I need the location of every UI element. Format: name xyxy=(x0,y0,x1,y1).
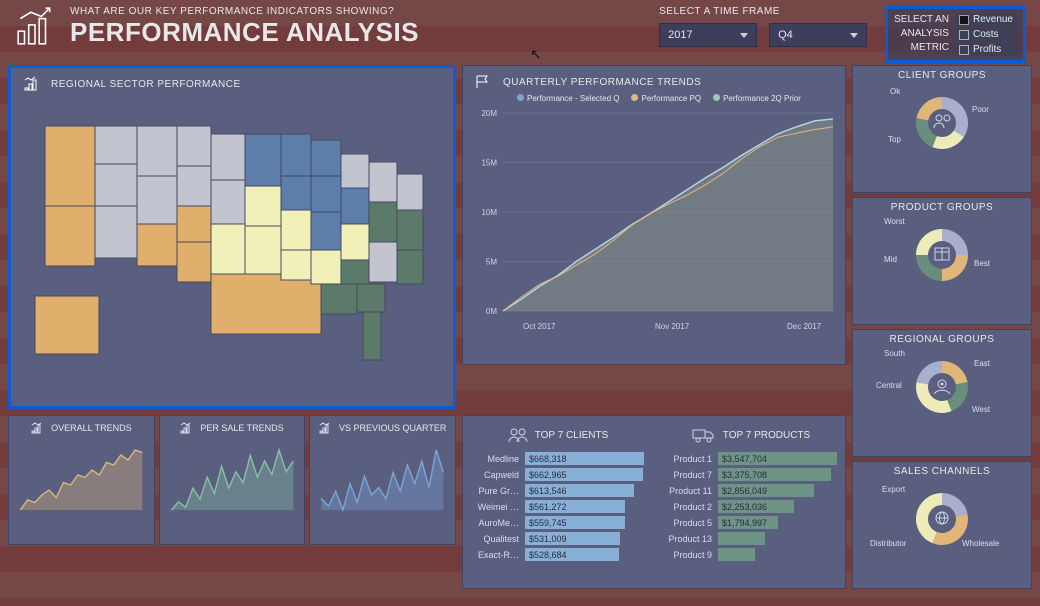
flag-icon xyxy=(475,74,495,90)
bar-row[interactable]: Product 11$2,856,049 xyxy=(664,484,837,497)
chevron-down-icon xyxy=(740,33,748,38)
timeframe-label: SELECT A TIME FRAME xyxy=(659,6,867,17)
bar-row[interactable]: Pure Gr…$613,546 xyxy=(471,484,644,497)
svg-text:Dec 2017: Dec 2017 xyxy=(787,322,822,331)
chevron-down-icon xyxy=(850,33,858,38)
swatch xyxy=(959,30,969,40)
year-select[interactable]: 2017 xyxy=(659,23,757,47)
chart-title: QUARTERLY PERFORMANCE TRENDS xyxy=(503,77,701,88)
metric-costs[interactable]: Costs xyxy=(955,28,1017,41)
mouse-cursor: ↖ xyxy=(530,46,542,63)
donut-sales-channels[interactable]: SALES CHANNELSExportDistributorWholesale xyxy=(852,461,1032,589)
truck-icon xyxy=(691,426,717,444)
bar-row[interactable]: Product 7$3,375,708 xyxy=(664,468,837,481)
mini-per-sale-trends[interactable]: PER SALE TRENDS xyxy=(159,415,306,545)
bar-row[interactable]: Product 9 xyxy=(664,548,837,561)
svg-text:Nov 2017: Nov 2017 xyxy=(655,322,690,331)
timeframe-block: SELECT A TIME FRAME 2017 Q4 xyxy=(659,6,867,47)
header-title: PERFORMANCE ANALYSIS xyxy=(70,17,419,48)
metric-revenue[interactable]: Revenue xyxy=(955,13,1017,26)
clients-icon xyxy=(507,426,529,444)
swatch xyxy=(959,45,969,55)
bar-row[interactable]: Product 2$2,253,036 xyxy=(664,500,837,513)
line-chart[interactable]: 0M 5M 10M 15M 20M Oct 2017 Nov 2017 Dec 2017 xyxy=(463,107,843,337)
swatch xyxy=(959,15,969,25)
bar-row[interactable]: Medline$668,318 xyxy=(471,452,644,465)
bar-row[interactable]: Qualitest$531,009 xyxy=(471,532,644,545)
bar-row[interactable]: Product 5$1,794,997 xyxy=(664,516,837,529)
metric-profits[interactable]: Profits xyxy=(955,43,1017,56)
quarterly-chart-panel: QUARTERLY PERFORMANCE TRENDS Performance… xyxy=(462,65,846,365)
top7-panel: TOP 7 CLIENTS Medline$668,318 Capweld$662… xyxy=(462,415,846,589)
donut-product-groups[interactable]: PRODUCT GROUPSWorstMidBest xyxy=(852,197,1032,325)
top-products-title: TOP 7 PRODUCTS xyxy=(723,430,810,441)
svg-text:0M: 0M xyxy=(486,307,497,316)
chart-icon xyxy=(23,76,43,92)
bar-row[interactable]: Product 13 xyxy=(664,532,837,545)
mini-overall-trends[interactable]: OVERALL TRENDS xyxy=(8,415,155,545)
top-clients-title: TOP 7 CLIENTS xyxy=(535,430,609,441)
donut-client-groups[interactable]: CLIENT GROUPSOkPoorTop xyxy=(852,65,1032,193)
regional-map-panel: REGIONAL SECTOR PERFORMANCE xyxy=(8,65,456,409)
bar-row[interactable]: Exact-R…$528,684 xyxy=(471,548,644,561)
map-title: REGIONAL SECTOR PERFORMANCE xyxy=(51,79,241,90)
bar-row[interactable]: Capweld$662,965 xyxy=(471,468,644,481)
svg-text:Oct 2017: Oct 2017 xyxy=(523,322,556,331)
bar-row[interactable]: AuroMe…$559,745 xyxy=(471,516,644,529)
quarter-value: Q4 xyxy=(778,29,793,41)
mini-vs-previous-quarter[interactable]: VS PREVIOUS QUARTER xyxy=(309,415,456,545)
metric-selector: SELECT AN ANALYSIS METRIC RevenueCostsPr… xyxy=(885,6,1026,63)
quarter-select[interactable]: Q4 xyxy=(769,23,867,47)
svg-text:20M: 20M xyxy=(481,109,497,118)
svg-text:5M: 5M xyxy=(486,258,497,267)
year-value: 2017 xyxy=(668,29,692,41)
logo-chart-icon xyxy=(14,6,56,48)
bar-row[interactable]: Product 1$3,547,704 xyxy=(664,452,837,465)
svg-text:10M: 10M xyxy=(481,208,497,217)
header-subtitle: WHAT ARE OUR KEY PERFORMANCE INDICATORS … xyxy=(70,6,419,17)
donut-regional-groups[interactable]: REGIONAL GROUPSSouthEastCentralWest xyxy=(852,329,1032,457)
bar-row[interactable]: Weimei …$561,272 xyxy=(471,500,644,513)
us-map[interactable] xyxy=(15,96,455,386)
svg-text:15M: 15M xyxy=(481,159,497,168)
